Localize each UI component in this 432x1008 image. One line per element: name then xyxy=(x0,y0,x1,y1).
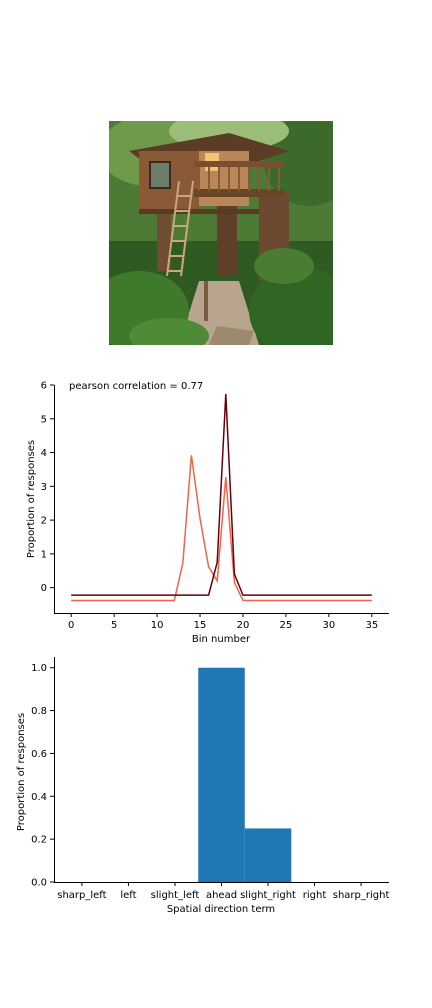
y-tick-label: 0.6 xyxy=(31,749,47,760)
series-line-1 xyxy=(71,455,372,602)
x-axis-label: Bin number xyxy=(192,634,251,645)
y-axis-label: Proportion of responses xyxy=(16,713,27,831)
y-tick-label: 2 xyxy=(41,516,47,527)
y-axis-label: Proportion of responses xyxy=(26,440,37,558)
x-tick-label: right xyxy=(303,890,327,901)
y-tick-label: 1.0 xyxy=(31,663,47,674)
y-tick-label: 6 xyxy=(41,381,47,392)
x-tick-label: 15 xyxy=(194,620,207,631)
y-tick-label: 5 xyxy=(41,414,47,425)
x-tick-label: 25 xyxy=(280,620,293,631)
y-tick-label: 0.8 xyxy=(31,706,47,717)
y-tick-label: 3 xyxy=(41,482,47,493)
y-tick-label: 0.2 xyxy=(31,835,47,846)
x-tick-label: 0 xyxy=(68,620,74,631)
series-line-2 xyxy=(71,394,372,596)
y-tick-label: 1 xyxy=(41,549,47,560)
x-tick-label: 30 xyxy=(323,620,336,631)
bar-ahead xyxy=(198,667,245,882)
x-tick-label: ahead xyxy=(206,890,237,901)
x-tick-label: left xyxy=(120,890,136,901)
y-tick-label: 0.0 xyxy=(31,878,47,889)
x-tick-label: 20 xyxy=(237,620,250,631)
y-tick-label: 0.4 xyxy=(31,792,47,803)
y-tick-label: 0 xyxy=(41,583,47,594)
y-tick-label: 4 xyxy=(41,448,47,459)
x-tick-label: 10 xyxy=(151,620,164,631)
line-chart: pearson correlation = 0.77 0 1 2 3 4 5 6 0 5 10 1… xyxy=(26,381,389,645)
x-axis-label: Spatial direction term xyxy=(167,904,275,915)
x-tick-label: slight_right xyxy=(240,890,296,901)
x-tick-label: slight_left xyxy=(151,890,200,901)
bar-chart: 0.0 0.2 0.4 0.6 0.8 1.0 sharp_left left slight_… xyxy=(16,657,390,915)
x-tick-label: 35 xyxy=(365,620,378,631)
x-tick-label: 5 xyxy=(111,620,117,631)
treehouse-photo xyxy=(109,121,333,345)
bar-slight-right xyxy=(244,828,292,882)
x-tick-label: sharp_left xyxy=(57,890,106,901)
correlation-annotation: pearson correlation = 0.77 xyxy=(69,381,203,392)
x-tick-label: sharp_right xyxy=(333,890,390,901)
